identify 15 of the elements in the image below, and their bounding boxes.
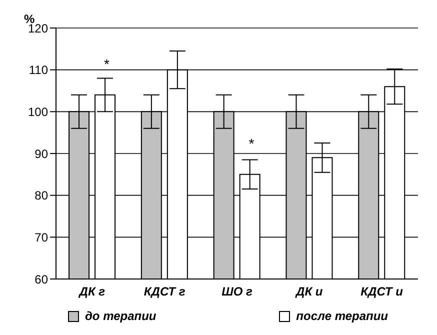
y-tick-label: 100: [28, 104, 48, 119]
y-tick-label: 80: [34, 188, 48, 203]
y-tick-label: 110: [28, 63, 48, 78]
legend-label: после терапии: [295, 309, 388, 323]
x-tick-label: ДК и: [295, 284, 324, 299]
legend-label: до терапии: [84, 309, 156, 323]
y-tick-label: 70: [34, 230, 48, 244]
x-tick-label: ДК г: [78, 284, 106, 299]
y-tick-label: 90: [34, 146, 48, 161]
x-tick-label: КДСТ г: [144, 284, 186, 299]
x-tick-label: КДСТ и: [360, 284, 404, 299]
annotation: *: [104, 56, 110, 72]
x-tick-label: ШО г: [222, 284, 253, 299]
y-tick-label: 60: [34, 272, 48, 286]
annotation: *: [248, 135, 255, 152]
